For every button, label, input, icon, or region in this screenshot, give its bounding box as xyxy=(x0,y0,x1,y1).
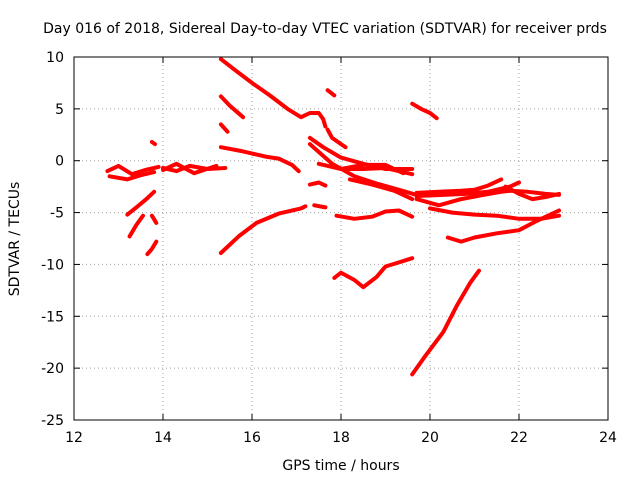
data-track-4 xyxy=(127,213,145,239)
data-track-33 xyxy=(503,184,561,202)
x-tick-label: 12 xyxy=(65,430,83,446)
data-track-2 xyxy=(107,170,157,182)
data-track-28 xyxy=(414,177,504,195)
data-track-6 xyxy=(149,213,159,225)
x-tick-label: 18 xyxy=(332,430,350,446)
x-axis-label: GPS time / hours xyxy=(282,458,399,474)
data-track-26 xyxy=(410,101,439,121)
data-track-7 xyxy=(145,239,159,257)
y-tick-label: 5 xyxy=(55,102,64,118)
data-track-22 xyxy=(339,162,406,176)
data-track-20 xyxy=(307,142,419,197)
data-track-17 xyxy=(325,88,337,98)
x-tick-label: 24 xyxy=(599,430,617,446)
y-tick-label: -15 xyxy=(41,309,64,325)
data-track-32 xyxy=(445,208,561,244)
data-track-12 xyxy=(218,122,230,134)
data-track-10 xyxy=(218,57,328,129)
x-tick-label: 22 xyxy=(510,430,528,446)
grid xyxy=(74,57,608,420)
data-track-9 xyxy=(161,161,219,176)
axis-ticks: 12 14 16 18 20 22 24 -25 -20 -15 -10 -5 0 5 10 xyxy=(41,50,617,446)
data-track-27 xyxy=(410,268,481,377)
data-track-23 xyxy=(347,177,415,202)
data-track-31 xyxy=(428,206,561,221)
data-track-3 xyxy=(125,189,157,217)
y-axis-label: SDTVAR / TECUs xyxy=(7,182,23,297)
data-track-1 xyxy=(105,163,161,177)
data-track-25 xyxy=(332,256,415,290)
y-tick-label: -10 xyxy=(41,257,64,273)
y-tick-label: -25 xyxy=(41,413,64,429)
data-track-13 xyxy=(218,145,301,174)
x-tick-label: 14 xyxy=(154,430,172,446)
data-track-29 xyxy=(414,180,521,198)
y-tick-label: -20 xyxy=(41,361,64,377)
data-track-24 xyxy=(334,208,415,221)
data-track-15 xyxy=(307,180,328,188)
data-track-5 xyxy=(149,140,157,147)
data-track-30 xyxy=(414,188,561,208)
data-track-11 xyxy=(218,94,246,120)
x-tick-label: 20 xyxy=(421,430,439,446)
y-tick-label: -5 xyxy=(50,206,64,222)
y-tick-label: 10 xyxy=(46,50,64,66)
data-track-18 xyxy=(325,127,348,150)
data-track-16 xyxy=(312,203,328,210)
chart-title: Day 016 of 2018, Sidereal Day-to-day VTE… xyxy=(43,21,607,37)
y-tick-label: 0 xyxy=(55,154,64,170)
data-track-14 xyxy=(218,204,308,255)
x-tick-label: 16 xyxy=(243,430,261,446)
data-series xyxy=(105,57,561,377)
